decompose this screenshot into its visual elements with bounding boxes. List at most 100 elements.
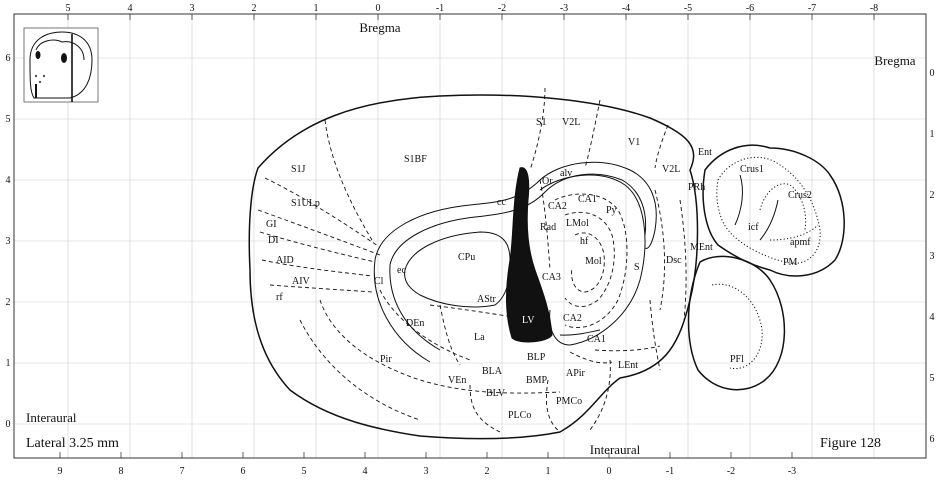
region-label-prh: PRh [688,182,705,193]
region-label-pir: Pir [380,354,392,365]
region-label-py: Py [606,205,617,216]
region-label-ca2-top: CA2 [548,201,567,212]
region-label-icf: icf [748,222,759,233]
bottom-tick-label: 3 [424,466,429,477]
top-tick-label: 3 [190,3,195,14]
region-label-rf: rf [276,292,283,303]
region-label-or: Or [542,176,553,187]
left-tick-label: 6 [6,53,11,64]
region-label-ent: Ent [698,147,712,158]
region-label-apir: APir [566,368,586,379]
region-label-bla: BLA [482,366,503,377]
top-axis-labels: 5 4 3 2 1 0 -1 -2 -3 -4 -5 -6 -7 -8 [66,3,879,14]
bottom-tick-label: 2 [485,466,490,477]
region-label-den: DEn [406,318,424,329]
interaural-left-label: Interaural [26,410,77,425]
region-label-s1: S1 [536,117,547,128]
top-tick-label: 5 [66,3,71,14]
left-tick-label: 3 [6,236,11,247]
right-tick-label: 3 [930,251,935,262]
figure-number-label: Figure 128 [820,436,881,451]
region-label-cpu: CPu [458,252,475,263]
region-label-aid: AID [276,255,294,266]
region-label-lv: LV [522,315,535,326]
region-label-pfl: PFl [730,354,744,365]
region-label-rad: Rad [540,222,556,233]
bottom-tick-label: 1 [546,466,551,477]
region-label-s1ulp: S1ULp [291,198,320,209]
top-tick-label: 1 [314,3,319,14]
region-label-crus1: Crus1 [740,164,764,175]
bregma-top-label: Bregma [359,20,400,35]
cerebellum-outline [702,144,845,277]
axis-ticks [59,14,875,458]
coronal-inset-thumbnail [23,27,99,103]
right-tick-label: 0 [930,68,935,79]
coordinate-grid [14,14,926,458]
region-labels: S1 V2L V1 Ent V2L PRh Crus1 Crus2 icf ap… [266,117,812,421]
bregma-right-label: Bregma [874,53,915,68]
region-label-ven: VEn [448,375,466,386]
lateral-ventricle [505,167,553,343]
region-label-ca2-bottom: CA2 [563,313,582,324]
bottom-tick-label: 0 [607,466,612,477]
interaural-bottom-label: Interaural [590,442,641,457]
bottom-axis-labels: 9 8 7 6 5 4 3 2 1 0 -1 -2 -3 [58,466,797,477]
right-axis-labels: 0 1 2 3 4 5 6 [930,68,935,445]
bottom-tick-label: 7 [180,466,185,477]
region-label-s1j: S1J [291,164,306,175]
top-tick-label: -4 [622,3,630,14]
region-label-v2l-lateral: V2L [662,164,680,175]
left-tick-label: 4 [6,175,11,186]
corpus-callosum [374,161,657,261]
right-tick-label: 4 [930,312,935,323]
right-tick-label: 6 [930,434,935,445]
top-tick-label: -3 [560,3,568,14]
region-label-aiv: AIV [292,276,311,287]
bottom-tick-label: -2 [727,466,735,477]
bottom-tick-label: 6 [241,466,246,477]
right-tick-label: 1 [930,129,935,140]
top-tick-label: 2 [252,3,257,14]
region-label-pmco: PMCo [556,396,582,407]
hippocampus-outline [539,174,646,346]
region-label-lmol: LMol [566,218,589,229]
region-label-bmp: BMP [526,375,548,386]
region-label-blv: BLV [486,388,506,399]
region-label-ca1-top: CA1 [578,194,597,205]
region-label-lent: LEnt [618,360,638,371]
region-label-blp: BLP [527,352,546,363]
region-label-mol: Mol [585,256,602,267]
top-tick-label: -8 [870,3,878,14]
region-label-hf: hf [580,236,589,247]
left-tick-label: 2 [6,297,11,308]
right-tick-label: 5 [930,373,935,384]
bottom-tick-label: 8 [119,466,124,477]
top-tick-label: 4 [128,3,133,14]
region-label-ca3: CA3 [542,272,561,283]
region-label-v2l: V2L [562,117,580,128]
lateral-label: Lateral 3.25 mm [26,436,119,451]
right-tick-label: 2 [930,190,935,201]
region-label-alv: alv [560,168,572,179]
bottom-tick-label: 5 [302,466,307,477]
region-label-apmf: apmf [790,237,811,248]
left-tick-label: 5 [6,114,11,125]
region-label-cl: Cl [374,276,384,287]
region-label-la: La [474,332,485,343]
top-tick-label: -6 [746,3,754,14]
region-label-di: DI [268,235,279,246]
bottom-tick-label: 4 [363,466,368,477]
paraflocculus-outline [687,255,786,391]
left-tick-label: 0 [6,419,11,430]
top-tick-label: -2 [498,3,506,14]
region-label-ment: MEnt [690,242,713,253]
left-tick-label: 1 [6,358,11,369]
region-label-v1: V1 [628,137,640,148]
top-tick-label: -5 [684,3,692,14]
region-label-crus2: Crus2 [788,190,812,201]
cerebrum-outline [248,94,699,440]
bottom-tick-label: -1 [666,466,674,477]
region-label-pm: PM [783,257,798,268]
